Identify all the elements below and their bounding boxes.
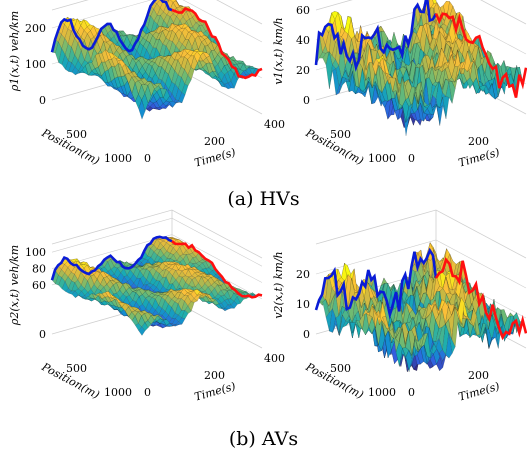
tick-label-y: 200 — [204, 135, 225, 148]
tick-label-y: 200 — [468, 369, 489, 382]
tick-label-y: 0 — [144, 386, 151, 399]
grid-top-edge — [51, 0, 263, 25]
axis-label-y: Time(s) — [193, 380, 237, 404]
grid-line — [51, 0, 263, 43]
surface-patch — [138, 99, 146, 120]
tick-label-x: 1000 — [104, 152, 132, 165]
series-line-right — [434, 257, 527, 341]
tick-label-z: 0 — [39, 94, 46, 107]
tick-label-y: 0 — [408, 386, 415, 399]
grid-line — [51, 217, 263, 267]
tick-label-z: 100 — [25, 246, 46, 259]
surface-plot-axes: 0102050010000200400v2(x,t) km/hPosition(… — [272, 209, 527, 404]
series-line-front — [314, 0, 438, 72]
surface-patch — [402, 106, 410, 136]
tick-label-z: 10 — [296, 298, 310, 311]
series-line-front — [314, 247, 438, 320]
tick-label-z: 0 — [303, 94, 310, 107]
tick-label-z: 60 — [32, 279, 46, 292]
tick-label-y: 400 — [264, 118, 285, 131]
surface-patch — [138, 326, 146, 336]
axis-label-y: Time(s) — [193, 146, 237, 170]
tick-label-y: 0 — [408, 152, 415, 165]
grid-line — [51, 234, 263, 283]
surface-plot-hv-density: 0 100 200 500 1000 0 200 400 ρ1(x,t) veh/km Posit… — [0, 0, 285, 170]
tick-label-x: 500 — [66, 128, 87, 141]
chart-svg: 0102050010000200400v2(x,t) km/hPosition(… — [272, 209, 527, 404]
series-line-right — [171, 7, 263, 80]
tick-label-y: 0 — [144, 152, 151, 165]
surface — [51, 236, 263, 336]
tick-label-z: 200 — [25, 22, 46, 35]
caption-hvs: (a) HVs — [227, 188, 300, 210]
surface — [51, 0, 263, 120]
axis-label-z: ρ1(x,t) veh/km — [8, 11, 21, 92]
tick-label-x: 500 — [330, 128, 351, 141]
surface-plot-av-velocity: 0102050010000200400v2(x,t) km/hPosition(… — [264, 209, 527, 404]
axis-label-z: v1(x,t) km/h — [272, 17, 285, 84]
series-line-right — [434, 12, 527, 98]
surface-plot-axes: 020406050010000200400v1(x,t) km/hPositio… — [272, 0, 527, 170]
axis-label-z: ρ2(x,t) veh/km — [8, 245, 21, 326]
caption-avs: (b) AVs — [228, 428, 299, 450]
surface-plot-hv-velocity: 020406050010000200400v1(x,t) km/hPositio… — [264, 0, 527, 170]
series-line-front — [50, 0, 173, 53]
tick-label-z: 20 — [296, 268, 310, 281]
tick-label-z: 0 — [303, 328, 310, 341]
tick-label-x: 1000 — [368, 386, 396, 399]
tick-label-y: 200 — [468, 135, 489, 148]
surface-plot-av-density: 0 60 80 100 500 1000 0 200 400 ρ2(x,t) veh/km Posi… — [0, 209, 285, 404]
grid-line — [315, 239, 527, 289]
grid-top-edge — [315, 0, 527, 25]
tick-label-y: 200 — [204, 369, 225, 382]
axis-label-y: Time(s) — [457, 146, 501, 170]
tick-label-z: 80 — [32, 263, 46, 276]
chart-svg: 020406050010000200400v1(x,t) km/hPositio… — [272, 0, 527, 170]
axis-label-z: v2(x,t) km/h — [272, 251, 285, 318]
tick-label-x: 500 — [66, 362, 87, 375]
axis-label-y: Time(s) — [457, 380, 501, 404]
tick-label-x: 1000 — [104, 386, 132, 399]
series-line-right — [171, 240, 263, 299]
series-line-front — [50, 235, 173, 281]
tick-label-z: 40 — [296, 34, 310, 47]
tick-label-y: 400 — [264, 352, 285, 365]
tick-label-z: 20 — [296, 64, 310, 77]
tick-label-x: 500 — [330, 362, 351, 375]
tick-label-z: 100 — [25, 58, 46, 71]
tick-label-z: 0 — [39, 328, 46, 341]
tick-label-x: 1000 — [368, 152, 396, 165]
tick-label-z: 60 — [296, 4, 310, 17]
